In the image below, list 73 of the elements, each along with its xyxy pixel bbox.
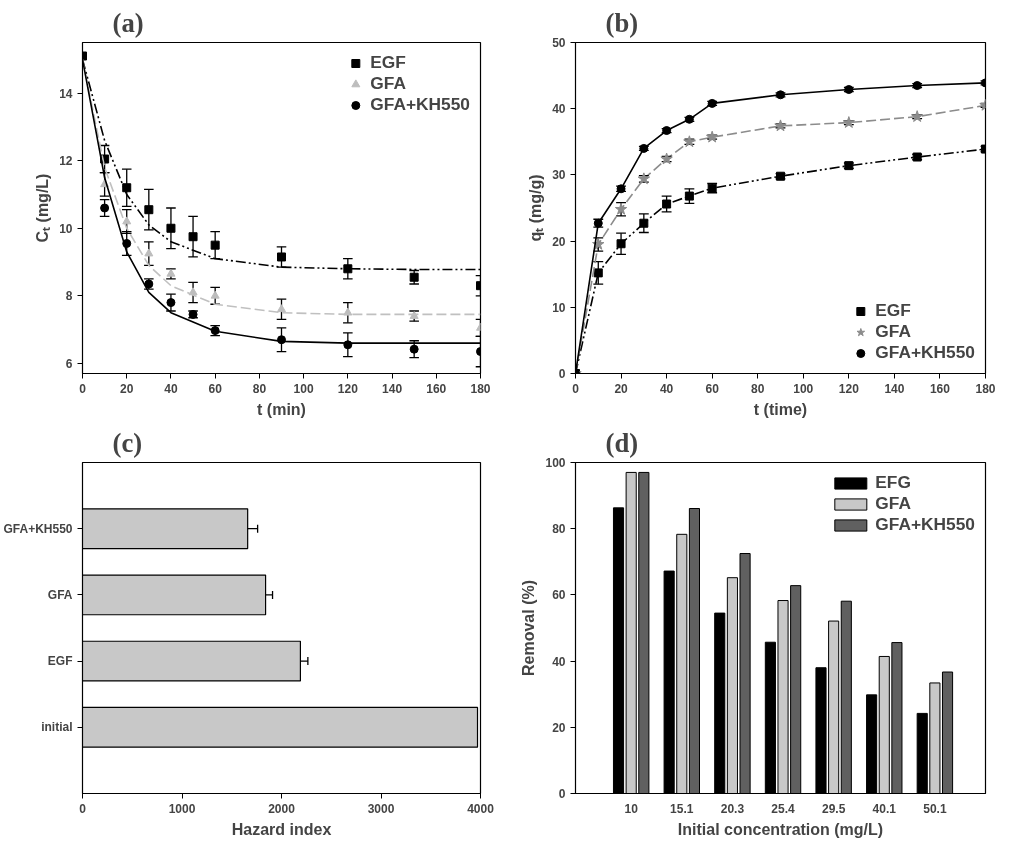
legend-label: EFG — [875, 472, 911, 493]
x-axis-title: Hazard index — [231, 820, 332, 838]
x-tick-label: 140 — [382, 381, 403, 396]
x-tick-label: 120 — [838, 381, 860, 396]
x-tick-label: 180 — [975, 381, 996, 396]
x-tick-label: 50.1 — [923, 801, 947, 816]
y-tick-label: 12 — [59, 154, 73, 169]
y-tick-label: initial — [41, 720, 73, 735]
legend-label: GFA+KH550 — [875, 514, 975, 535]
x-axis-title: t (time) — [753, 400, 808, 418]
x-tick-label: 4000 — [467, 801, 495, 816]
x-tick-label: 25.4 — [771, 801, 796, 816]
y-tick-label: 10 — [552, 300, 566, 315]
y-tick-label: 30 — [552, 168, 566, 183]
x-tick-label: 120 — [337, 381, 359, 396]
x-tick-label: 40 — [164, 381, 178, 396]
x-tick-label: 40.1 — [872, 801, 897, 816]
x-tick-label: 60 — [208, 381, 223, 396]
legend-label: GFA — [875, 321, 911, 342]
y-tick-label: 0 — [558, 787, 566, 801]
y-tick-label: 60 — [552, 588, 566, 603]
legend-label: GFA+KH550 — [875, 342, 975, 363]
y-axis-title: qₜ (mg/g) — [527, 174, 545, 242]
chart-title: (a) — [112, 7, 144, 38]
x-tick-label: 20.3 — [720, 801, 745, 816]
y-tick-label: 20 — [552, 720, 566, 735]
y-tick-label: GFA+KH550 — [3, 521, 73, 536]
x-tick-label: 80 — [751, 381, 765, 396]
x-axis-title: t (min) — [257, 400, 306, 418]
x-tick-label: 40 — [659, 381, 674, 396]
y-axis-title: Removal (%) — [520, 579, 538, 677]
y-tick-label: 50 — [552, 36, 566, 50]
x-tick-label: 160 — [426, 381, 447, 396]
legend-label: EGF — [370, 52, 406, 73]
x-tick-label: 100 — [793, 381, 814, 396]
y-tick-label: 40 — [552, 654, 566, 669]
x-tick-label: 29.5 — [821, 801, 846, 816]
chart-title: (d) — [605, 427, 639, 458]
y-tick-label: 80 — [552, 522, 566, 537]
chart-title: (c) — [112, 427, 143, 458]
y-tick-label: 14 — [59, 86, 73, 101]
x-tick-label: 1000 — [168, 801, 196, 816]
y-tick-label: 8 — [65, 289, 73, 304]
y-tick-label: GFA — [47, 587, 73, 602]
y-tick-label: 0 — [558, 367, 566, 381]
x-tick-label: 15.1 — [670, 801, 694, 816]
x-tick-label: 0 — [572, 381, 580, 396]
y-tick-label: 40 — [552, 102, 566, 117]
x-tick-label: 180 — [470, 381, 491, 396]
x-tick-label: 100 — [293, 381, 314, 396]
chart-title: (b) — [605, 7, 639, 38]
x-tick-label: 0 — [79, 381, 87, 396]
x-tick-label: 20 — [120, 381, 134, 396]
x-tick-label: 160 — [929, 381, 951, 396]
x-tick-label: 3000 — [367, 801, 395, 816]
x-tick-label: 2000 — [268, 801, 296, 816]
x-tick-label: 20 — [614, 381, 629, 396]
x-tick-label: 60 — [705, 381, 720, 396]
x-tick-label: 10 — [624, 801, 639, 816]
legend-label: GFA — [875, 493, 911, 514]
legend-label: GFA+KH550 — [370, 94, 470, 115]
y-tick-label: 10 — [59, 221, 73, 236]
x-tick-label: 140 — [884, 381, 905, 396]
y-axis-title: Cₜ (mg/L) — [34, 173, 52, 243]
y-tick-label: 6 — [65, 356, 73, 371]
y-tick-label: 20 — [552, 234, 566, 249]
legend-label: GFA — [370, 73, 406, 94]
legend-label: EGF — [875, 300, 911, 321]
y-tick-label: EGF — [47, 654, 73, 669]
x-axis-title: Initial concentration (mg/L) — [677, 820, 884, 838]
x-tick-label: 0 — [79, 801, 87, 816]
y-tick-label: 100 — [545, 456, 566, 470]
x-tick-label: 80 — [252, 381, 267, 396]
